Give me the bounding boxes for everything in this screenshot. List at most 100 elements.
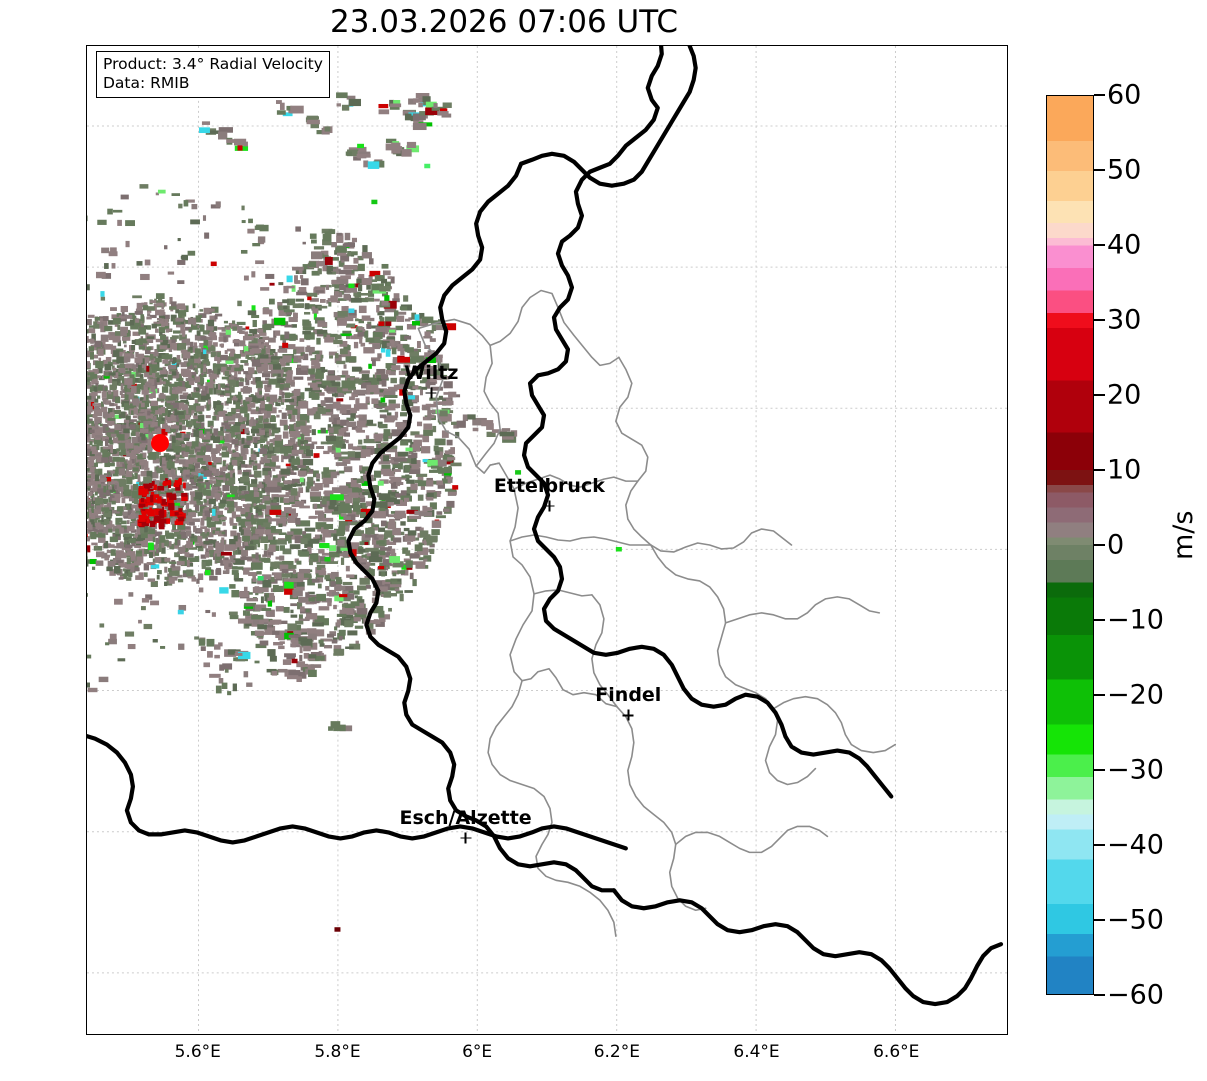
- radar-echo-cell: [211, 514, 220, 522]
- radar-echo-cell: [182, 465, 191, 471]
- radar-echo-cell: [350, 411, 356, 419]
- radar-echo-cell: [402, 547, 409, 554]
- radar-echo-cell: [101, 514, 104, 523]
- radar-echo-cell: [189, 500, 197, 505]
- radar-echo-cell: [209, 315, 217, 322]
- radar-echo-cell: [164, 485, 170, 492]
- radar-echo-cell: [113, 403, 118, 406]
- radar-echo-cell: [197, 478, 204, 482]
- radar-echo-cell: [251, 426, 259, 430]
- radar-echo-cell: [262, 574, 272, 580]
- radar-echo-cell: [230, 530, 237, 537]
- radar-echo-cell: [187, 575, 196, 579]
- radar-echo-cell: [150, 373, 156, 378]
- radar-echo-cell: [419, 380, 430, 384]
- radar-echo-cell: [397, 570, 406, 574]
- radar-echo-cell: [223, 529, 227, 537]
- radar-echo-cell: [142, 553, 148, 557]
- radar-echo-cell: [102, 397, 109, 401]
- radar-echo-cell: [94, 423, 99, 430]
- radar-echo-cell: [102, 316, 109, 321]
- radar-echo-cell: [189, 346, 193, 350]
- radar-echo-cell: [404, 358, 416, 364]
- radar-echo-cell: [278, 409, 282, 413]
- radar-echo-cell: [342, 330, 352, 335]
- radar-echo-cell: [123, 403, 129, 411]
- radar-echo-cell: [128, 538, 136, 543]
- radar-echo-cell: [315, 567, 323, 575]
- radar-echo-cell: [224, 350, 228, 355]
- radar-echo-cell: [213, 367, 218, 374]
- radar-echo-cell: [422, 434, 430, 443]
- radar-echo-cell: [138, 408, 146, 416]
- radar-echo-cell: [443, 392, 451, 395]
- radar-echo-cell: [369, 338, 381, 343]
- radar-echo-cell: [235, 413, 242, 419]
- radar-echo-cell: [412, 406, 420, 413]
- radar-echo-cell: [325, 578, 331, 582]
- radar-echo-cell: [91, 431, 98, 439]
- radar-echo-cell: [150, 410, 158, 415]
- radar-echo-cell: [203, 349, 207, 355]
- radar-echo-cell: [259, 430, 266, 436]
- radar-echo-cell: [95, 505, 101, 510]
- radar-echo-cell: [150, 353, 157, 361]
- radar-echo-cell: [113, 409, 122, 415]
- radar-echo-cell: [87, 413, 90, 420]
- radar-echo-cell: [290, 400, 297, 407]
- radar-echo-cell: [221, 537, 225, 545]
- radar-echo-cell: [298, 287, 307, 293]
- radar-echo-cell: [245, 326, 250, 330]
- radar-echo-cell: [139, 482, 146, 486]
- radar-echo-cell: [329, 333, 338, 338]
- radar-echo-cell: [327, 389, 333, 394]
- radar-echo-cell: [179, 412, 186, 419]
- radar-echo-cell: [148, 432, 153, 440]
- radar-echo-cell: [198, 335, 207, 341]
- radar-echo-cell: [300, 440, 307, 445]
- radar-echo-cell: [304, 540, 313, 548]
- radar-map-plot[interactable]: Product: 3.4° Radial Velocity Data: RMIB…: [86, 45, 1008, 1035]
- radar-echo-cell: [184, 381, 192, 389]
- radar-echo-cell: [103, 485, 107, 493]
- radar-echo-cell: [102, 340, 106, 345]
- radar-echo-cell: [362, 565, 370, 570]
- radar-echo-cell: [298, 614, 303, 621]
- radar-echo-cell: [195, 492, 202, 500]
- radar-echo-cell: [87, 318, 92, 326]
- radar-echo-cell: [222, 446, 228, 451]
- radar-echo-cell: [126, 577, 132, 581]
- radar-echo-cell: [285, 371, 291, 379]
- radar-echo-cell: [168, 397, 177, 401]
- radar-echo-cell: [130, 385, 137, 394]
- radar-echo-cell: [379, 409, 389, 413]
- radar-echo-cell: [253, 544, 257, 550]
- radar-echo-cell: [361, 315, 371, 321]
- radar-echo-cell: [416, 341, 421, 348]
- radar-echo-cell: [325, 284, 330, 290]
- radar-echo-cell: [112, 367, 117, 371]
- radar-echo-cell: [178, 578, 184, 583]
- radar-echo-cell: [404, 533, 416, 542]
- radar-echo-cell: [90, 493, 95, 498]
- radar-echo-cell: [281, 560, 294, 567]
- radar-echo-cell: [343, 364, 347, 369]
- radar-echo-cell: [203, 307, 210, 315]
- radar-echo-cell: [151, 323, 157, 329]
- radar-echo-cell: [194, 367, 198, 375]
- radar-echo-cell: [144, 461, 149, 469]
- radar-echo-cell: [289, 437, 296, 441]
- radar-echo-cell: [371, 378, 380, 385]
- radar-echo-cell: [281, 412, 287, 419]
- radar-echo-cell: [116, 536, 121, 541]
- radar-echo-cell: [365, 396, 370, 403]
- radar-echo-cell: [250, 562, 263, 570]
- radar-echo-cell: [265, 347, 271, 354]
- radar-echo-cell: [112, 359, 120, 365]
- radar-echo-cell: [182, 521, 188, 524]
- radar-echo-cell: [254, 451, 260, 457]
- radar-echo-cell: [413, 439, 422, 447]
- radar-echo-cell: [263, 464, 272, 471]
- radar-echo-cell: [129, 319, 136, 326]
- radar-echo-cell: [215, 569, 222, 575]
